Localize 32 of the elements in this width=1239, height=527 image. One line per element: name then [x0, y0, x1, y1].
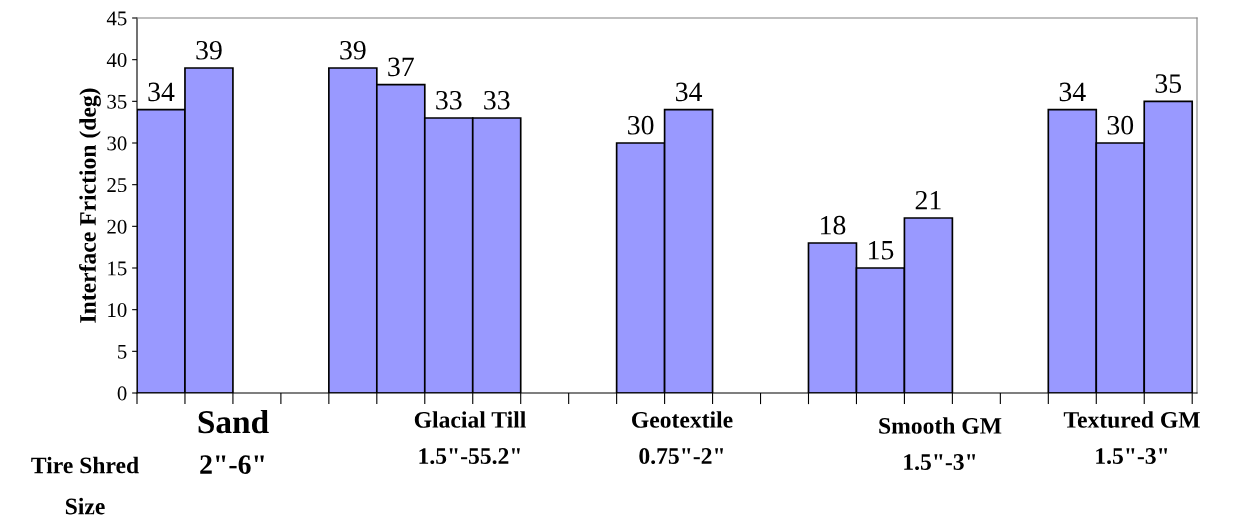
- data-label: 15: [868, 240, 894, 260]
- data-label: 30: [1107, 115, 1134, 135]
- x-axis-title: Tire Shred Size: [31, 456, 139, 515]
- text: Sand: [198, 409, 269, 434]
- data-label: 35: [1155, 74, 1182, 93]
- data-label: 34: [148, 82, 175, 102]
- y-tick-label: 35: [107, 94, 127, 109]
- text: Textured GM 1.5"-3": [1063, 411, 1200, 465]
- y-tick-label: 25: [107, 178, 127, 193]
- data-label: 37: [388, 57, 414, 77]
- text: 2"-6": [200, 455, 264, 474]
- y-tick-label: 40: [106, 53, 127, 68]
- y-tick-label: 30: [107, 136, 127, 151]
- data-label: 30: [628, 115, 654, 135]
- data-label: 21: [915, 190, 941, 210]
- data-label: 18: [821, 215, 846, 235]
- data-label: 34: [1059, 82, 1086, 102]
- y-tick-label: 0: [117, 386, 127, 401]
- text: Smooth GM 1.5"-3": [879, 417, 1002, 471]
- y-tick-label: 45: [106, 11, 127, 26]
- data-label: 39: [340, 40, 366, 60]
- y-axis-title: Interface Friction (deg): [79, 88, 101, 323]
- data-label: 33: [436, 90, 462, 110]
- text: Glacial Till 1.5"-55.2": [414, 411, 526, 465]
- data-label: 34: [676, 82, 703, 102]
- data-label: 33: [484, 90, 510, 110]
- text: Geotextile 0.75"-2": [632, 411, 733, 465]
- y-tick-label: 10: [108, 303, 127, 318]
- y-tick-label: 20: [107, 219, 127, 234]
- data-label: 39: [196, 40, 222, 60]
- y-tick-label: 5: [118, 344, 127, 359]
- y-tick-label: 15: [108, 261, 127, 276]
